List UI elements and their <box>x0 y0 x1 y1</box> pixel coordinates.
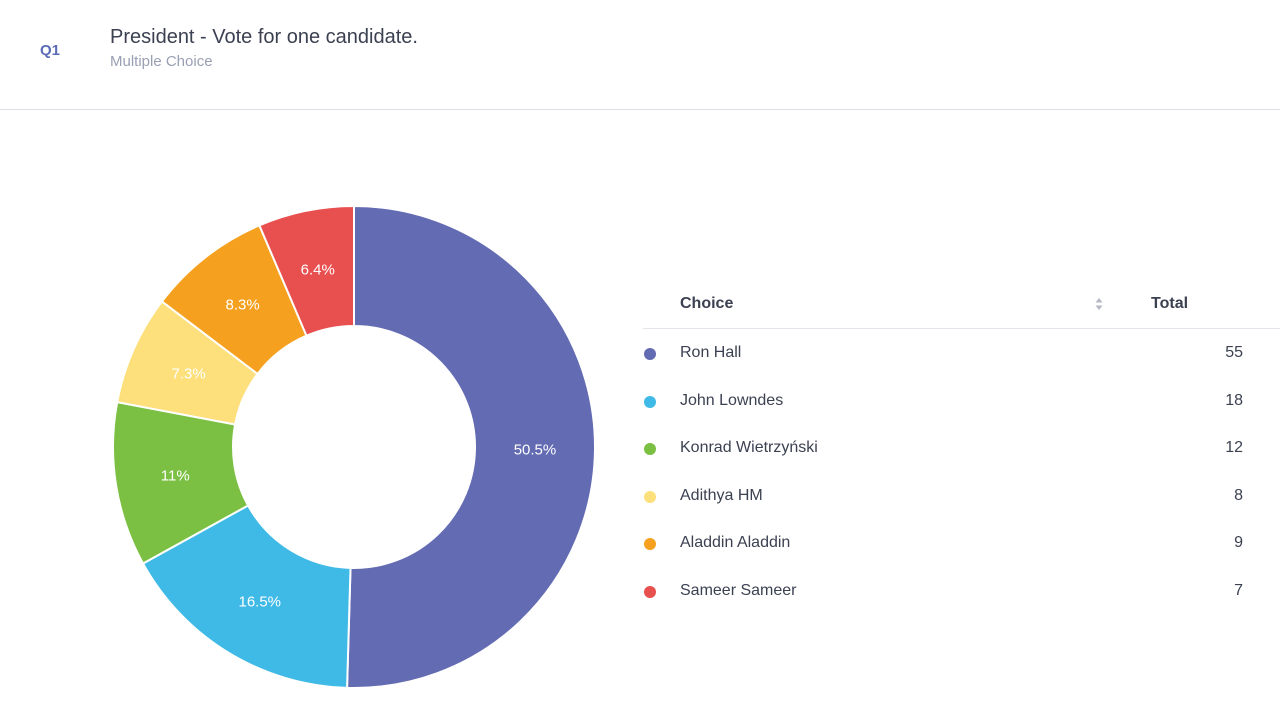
slice-percent-label: 16.5% <box>238 594 281 611</box>
choice-name: Ron Hall <box>680 344 742 361</box>
table-row: Ron Hall 55 <box>643 329 1280 377</box>
results-table: Choice Total Ron Hall 55 John Lowndes 18 Kon… <box>643 280 1280 615</box>
choice-total: 8 <box>1234 486 1243 504</box>
choice-name: Sameer Sameer <box>680 581 797 599</box>
slice-percent-label: 8.3% <box>226 296 260 313</box>
slice-percent-label: 50.5% <box>514 442 557 459</box>
question-type: Multiple Choice <box>110 53 213 70</box>
legend-dot-icon <box>644 585 656 598</box>
slice-sameer-sameer[interactable] <box>258 204 355 338</box>
table-body: Ron Hall 55 John Lowndes 18 Konrad Wietrzyńs… <box>643 329 1280 615</box>
choice-column-header[interactable]: Choice <box>680 295 734 312</box>
table-header: Choice Total <box>643 280 1280 329</box>
table-row: John Lowndes 18 <box>643 377 1280 425</box>
slice-percent-label: 11% <box>161 468 190 485</box>
legend-dot-icon <box>644 443 656 456</box>
slice-percent-label: 6.4% <box>301 262 335 279</box>
choice-total: 55 <box>1225 344 1243 361</box>
question-number: Q1 <box>40 42 61 59</box>
choice-total: 18 <box>1225 391 1243 409</box>
slice-percent-label: 7.3% <box>171 366 205 383</box>
table-row: Adithya HM 8 <box>643 472 1280 520</box>
total-column-header[interactable]: Total <box>1151 295 1189 312</box>
donut-chart-svg: 50.5% 16.5% 11% 7.3% 8.3% 6.4% <box>112 204 596 689</box>
table-row: Sameer Sameer 7 <box>643 567 1280 615</box>
sort-arrows-icon[interactable] <box>1094 296 1104 312</box>
choice-name: Konrad Wietrzyński <box>680 439 818 457</box>
question-title: President - Vote for one candidate. <box>110 26 418 48</box>
table-row: Aladdin Aladdin 9 <box>643 519 1280 567</box>
legend-dot-icon <box>644 395 656 408</box>
choice-total: 9 <box>1234 534 1243 552</box>
donut-chart: 50.5% 16.5% 11% 7.3% 8.3% 6.4% <box>100 195 610 700</box>
choice-name: Adithya HM <box>680 486 763 504</box>
choice-name: John Lowndes <box>680 391 784 409</box>
question-header: Q1 President - Vote for one candidate. M… <box>0 0 1280 110</box>
slice-ron-hall[interactable] <box>346 204 596 689</box>
legend-dot-icon <box>644 348 656 360</box>
choice-name: Aladdin Aladdin <box>680 534 791 552</box>
legend-dot-icon <box>644 538 656 551</box>
choice-total: 12 <box>1225 439 1243 457</box>
legend-dot-icon <box>644 490 656 503</box>
table-row: Konrad Wietrzyński 12 <box>643 424 1280 472</box>
choice-total: 7 <box>1234 581 1243 599</box>
slice-john-lowndes[interactable] <box>141 504 352 689</box>
